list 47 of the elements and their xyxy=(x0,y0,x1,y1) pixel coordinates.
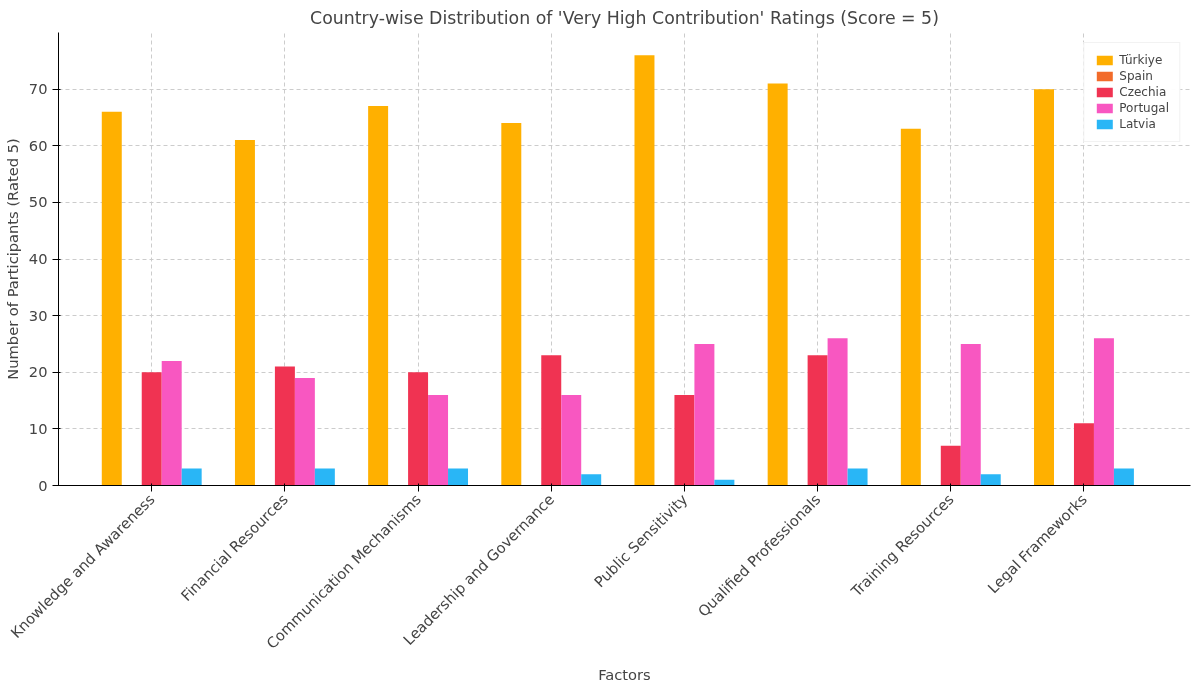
y-tick-label: 10 xyxy=(28,419,48,437)
bar xyxy=(634,55,655,486)
bar xyxy=(541,355,562,486)
bar xyxy=(694,343,715,486)
bar xyxy=(101,111,122,486)
bar xyxy=(1113,468,1134,486)
bar xyxy=(161,360,182,486)
bar xyxy=(408,372,429,486)
legend-label: Latvia xyxy=(1119,117,1156,131)
bar xyxy=(1073,423,1094,486)
bar xyxy=(900,128,921,486)
chart-title: Country-wise Distribution of 'Very High Contribution' Ratings (Score = 5) xyxy=(310,7,939,28)
y-tick-label: 70 xyxy=(28,80,48,98)
bar xyxy=(1093,338,1114,486)
legend-label: Czechia xyxy=(1119,85,1167,99)
y-tick-label: 30 xyxy=(28,306,48,324)
bar xyxy=(807,355,828,486)
bar xyxy=(501,123,522,486)
y-tick-label: 40 xyxy=(28,250,48,267)
y-tick-label: 50 xyxy=(28,193,48,211)
y-axis-title: Number of Participants (Rated 5) xyxy=(3,138,21,380)
bar xyxy=(980,474,1001,486)
bar xyxy=(940,445,961,486)
bar xyxy=(181,468,202,486)
bar xyxy=(274,366,295,486)
bar xyxy=(674,394,695,486)
bar xyxy=(827,338,848,486)
bar xyxy=(847,468,868,486)
bar xyxy=(1034,89,1054,486)
bar xyxy=(428,394,449,486)
bar xyxy=(314,468,335,486)
legend-label: Spain xyxy=(1119,69,1153,83)
bar xyxy=(960,343,981,486)
legend-label: Türkiye xyxy=(1119,53,1163,67)
legend-label: Portugal xyxy=(1119,101,1169,115)
bar xyxy=(294,377,315,486)
y-tick-label: 0 xyxy=(38,476,48,494)
bar xyxy=(581,474,602,486)
bar xyxy=(368,106,389,486)
x-axis-title: Factors xyxy=(598,665,651,683)
bar xyxy=(234,140,255,486)
bar xyxy=(141,372,162,486)
y-tick-label: 60 xyxy=(28,136,48,154)
bar xyxy=(561,394,582,486)
bar xyxy=(448,468,469,486)
y-tick-label: 20 xyxy=(28,363,48,381)
bar xyxy=(767,83,788,486)
